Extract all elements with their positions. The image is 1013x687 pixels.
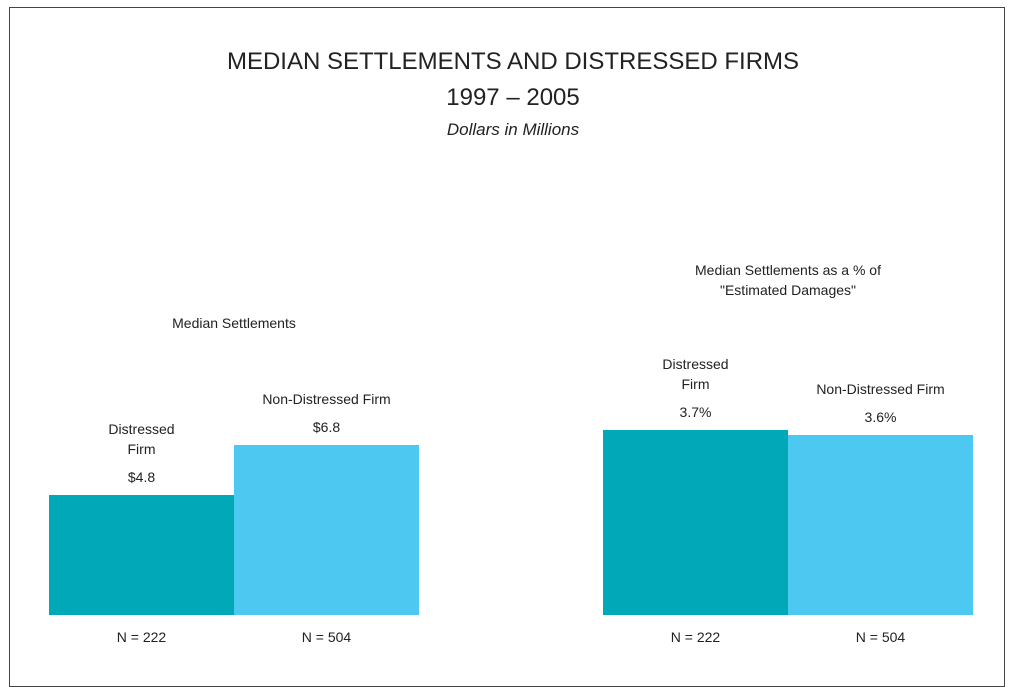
value-label: 3.7% (679, 404, 712, 420)
sample-label: N = 222 (670, 629, 721, 645)
value-label: 3.6% (864, 409, 897, 425)
category-label: Non-Distressed Firm (262, 391, 391, 407)
bar (788, 435, 973, 615)
subtitle: Dollars in Millions (446, 120, 580, 139)
value-label: $4.8 (127, 469, 156, 485)
category-label: Distressed Firm (108, 421, 175, 457)
sample-label: N = 504 (855, 629, 906, 645)
chart-title: Median Settlements as a % of "Estimated … (695, 262, 881, 298)
bar (603, 430, 788, 615)
sample-label: N = 222 (116, 629, 167, 645)
sample-label: N = 504 (301, 629, 352, 645)
bar (49, 495, 234, 615)
bar (234, 445, 419, 615)
value-label: $6.8 (312, 419, 341, 435)
category-label: Non-Distressed Firm (816, 381, 945, 397)
category-label: Distressed Firm (662, 356, 729, 392)
period: 1997 – 2005 (446, 84, 580, 111)
page: MEDIAN SETTLEMENTS AND DISTRESSED FIRMS … (9, 7, 1005, 687)
title: MEDIAN SETTLEMENTS AND DISTRESSED FIRMS (226, 48, 800, 75)
chart-title: Median Settlements (172, 315, 296, 331)
